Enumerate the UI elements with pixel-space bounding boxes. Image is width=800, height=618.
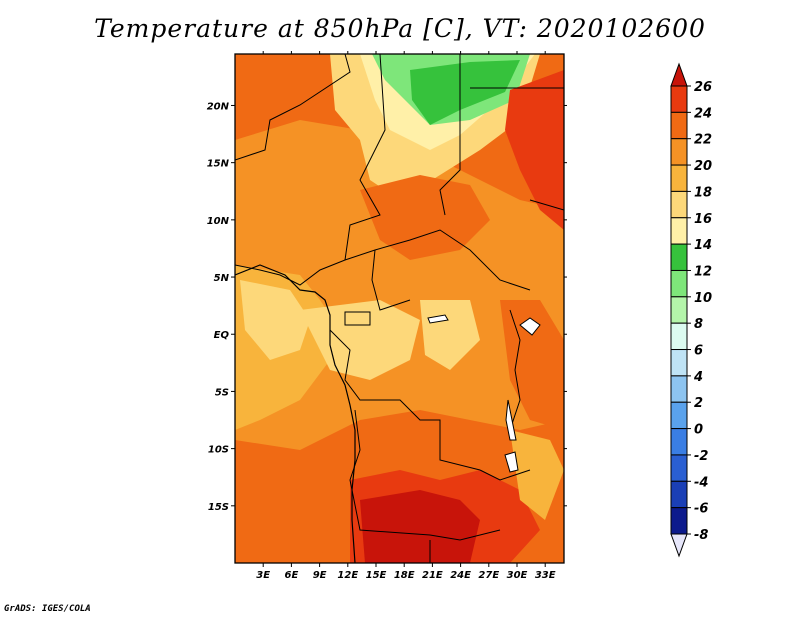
- coastline: [235, 264, 356, 563]
- lakes: [427, 314, 541, 473]
- colorbar-segment: [670, 217, 688, 245]
- lon-tick-label: 21E: [422, 570, 443, 581]
- axis-ticks: 3E 6E 9E 12E 15E 18E 21E 24E 27E 30E 33E 20N 15N 10N 5…: [207, 51, 567, 581]
- field-east-hot: [505, 70, 564, 230]
- colorbar-label: 0: [694, 423, 703, 438]
- lon-tick-label: 18E: [394, 570, 415, 581]
- lon-tick-label: 33E: [535, 570, 556, 581]
- field-east-lakes: [500, 300, 564, 430]
- colorbar-segment: [670, 454, 688, 482]
- country-borders: [235, 54, 564, 563]
- colorbar-label: -8: [694, 528, 708, 543]
- colorbar-segment: [670, 322, 688, 351]
- colorbar-segment: [670, 349, 688, 377]
- colorbar-label: 16: [694, 212, 712, 227]
- lat-tick-label: 15N: [207, 159, 230, 170]
- lon-tick-label: 15E: [366, 570, 387, 581]
- colorbar-label: 20: [694, 159, 712, 174]
- field-coast-pale: [240, 280, 310, 360]
- colorbar-label: 18: [694, 185, 712, 200]
- colorbar-segment: [670, 164, 688, 192]
- colorbar-label: 6: [694, 344, 703, 359]
- chart-title: Temperature at 850hPa [C], VT: 202010260…: [94, 14, 706, 43]
- colorbar-segment: [670, 296, 688, 324]
- colorbar-segment: [670, 190, 688, 219]
- colorbar-segment: [670, 375, 688, 403]
- colorbar-segment: [670, 480, 688, 509]
- lon-tick-label: 6E: [285, 570, 299, 581]
- lat-tick-label: EQ: [214, 330, 230, 341]
- map-panel: [235, 54, 564, 563]
- colorbar-label: 10: [694, 291, 712, 306]
- colorbar-label: 26: [694, 80, 712, 95]
- colorbar-label: -2: [694, 449, 708, 464]
- colorbar-segment: [670, 401, 688, 430]
- colorbar-segment: [670, 243, 688, 271]
- colorbar-bottom-arrow: [670, 533, 688, 558]
- colorbar-label: 14: [694, 238, 712, 253]
- lat-tick-label: 5S: [215, 387, 229, 398]
- field-sahel-hot: [360, 175, 490, 260]
- lon-tick-label: 3E: [256, 570, 270, 581]
- colorbar-label: 22: [694, 133, 712, 148]
- colorbar-label: 4: [693, 370, 703, 385]
- colorbar-segment: [670, 269, 688, 298]
- lon-tick-label: 30E: [507, 570, 528, 581]
- field-green-dark: [410, 60, 520, 125]
- field-east-cool: [510, 430, 564, 520]
- colorbar-label: 12: [694, 264, 712, 279]
- field-sw-orange: [235, 480, 330, 563]
- colorbar-segment: [670, 138, 688, 166]
- colorbar-top-arrow: [670, 62, 688, 87]
- colorbar-segment: [670, 507, 688, 535]
- grads-credit: GrADS: IGES/COLA: [4, 604, 91, 614]
- lat-tick-label: 10N: [207, 216, 230, 227]
- lon-tick-label: 24E: [450, 570, 471, 581]
- lon-tick-label: 27E: [478, 570, 499, 581]
- colorbar-label: 8: [694, 317, 703, 332]
- colorbar-segment: [670, 85, 688, 113]
- colorbar-segment: [670, 428, 688, 456]
- map-frame: [234, 53, 565, 564]
- lat-tick-label: 20N: [207, 101, 230, 112]
- colorbar-segment: [670, 111, 688, 140]
- colorbar-label: 24: [694, 106, 712, 121]
- lat-tick-label: 10S: [208, 445, 229, 456]
- lon-tick-label: 12E: [337, 570, 358, 581]
- colorbar-label: -6: [694, 502, 708, 517]
- lat-tick-label: 5N: [214, 273, 230, 284]
- lat-tick-label: 15S: [208, 502, 229, 513]
- colorbar-label: -4: [694, 475, 708, 490]
- lon-tick-label: 9E: [313, 570, 327, 581]
- colorbar-label: 2: [694, 396, 703, 411]
- field-south-core: [360, 490, 480, 563]
